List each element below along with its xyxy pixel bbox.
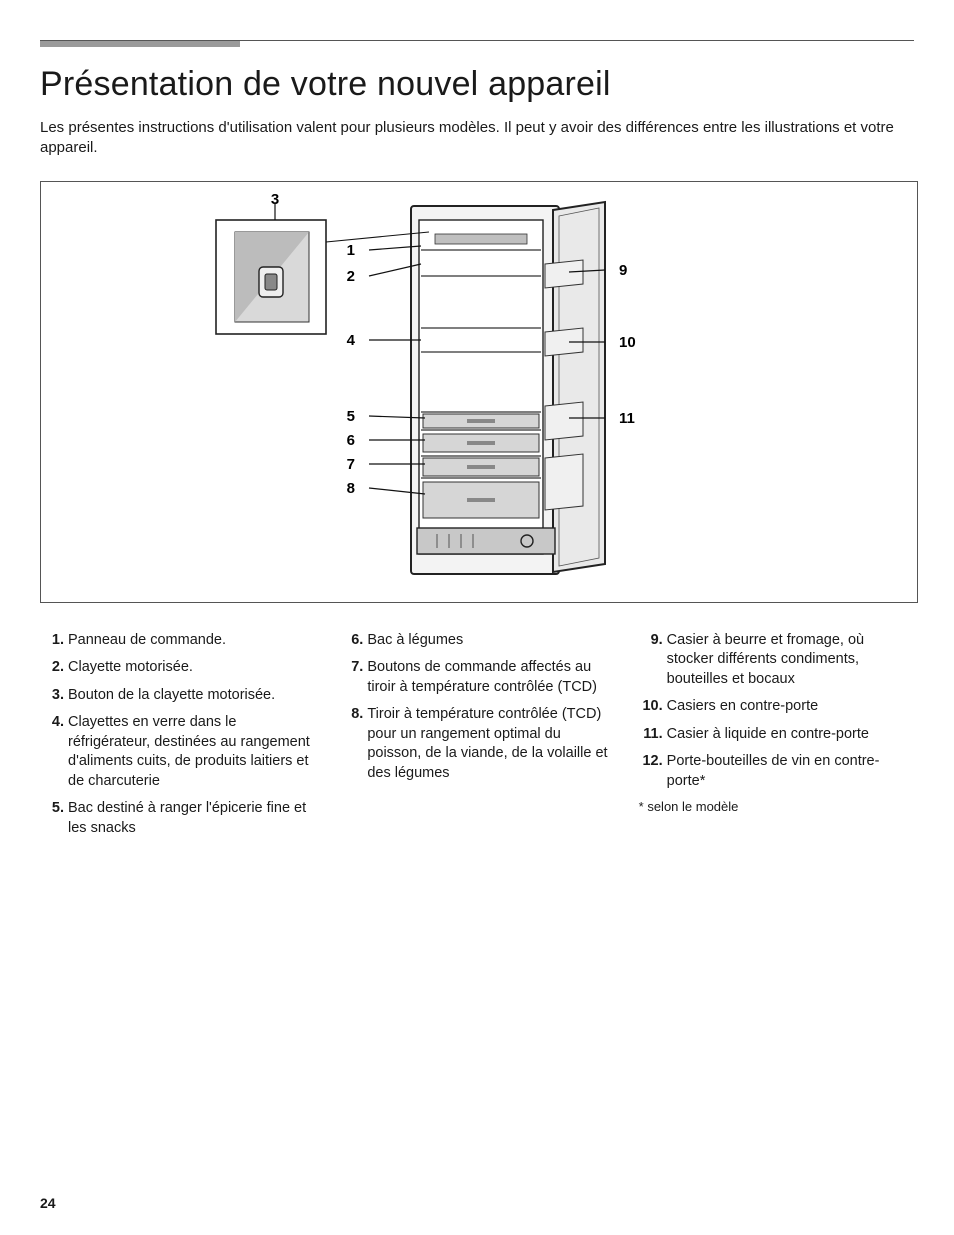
legend-item-number: 9. [639,631,663,651]
legend-col-2: 6.Bac à légumes7.Boutons de commande aff… [339,631,614,847]
legend-item: 8.Tiroir à température contrôlée (TCD) p… [339,705,614,783]
legend-item: 12.Porte-bouteilles de vin en contre-por… [639,752,914,791]
legend-item: 4.Clayettes en verre dans le réfrigérate… [40,713,315,791]
legend-item-number: 1. [40,631,64,651]
legend-item-number: 4. [40,713,64,733]
svg-text:6: 6 [347,432,355,449]
legend-item-text: Bac destiné à ranger l'épicerie fine et … [68,800,306,836]
legend-col-1: 1.Panneau de commande.2.Clayette motoris… [40,631,315,847]
legend-item: 1.Panneau de commande. [40,631,315,651]
legend-item-text: Clayettes en verre dans le réfrigérateur… [68,714,310,789]
svg-text:2: 2 [347,268,355,285]
legend-item: 10.Casiers en contre-porte [639,697,914,717]
legend-item-number: 8. [339,705,363,725]
legend-item: 5.Bac destiné à ranger l'épicerie fine e… [40,799,315,838]
svg-text:1: 1 [347,242,355,259]
legend-item-text: Porte-bouteilles de vin en contre-porte* [667,753,880,789]
legend-item-text: Panneau de commande. [68,632,226,648]
legend-item: 9.Casier à beurre et fromage, où stocker… [639,631,914,690]
legend-item: 11.Casier à liquide en contre-porte [639,725,914,745]
svg-text:4: 4 [347,332,356,349]
header-tab [40,41,240,47]
svg-text:11: 11 [619,410,635,427]
legend-item-number: 12. [639,752,663,772]
svg-text:8: 8 [347,480,355,497]
legend-item-text: Casier à liquide en contre-porte [667,726,869,742]
legend-item: 3.Bouton de la clayette motorisée. [40,686,315,706]
intro-paragraph: Les présentes instructions d'utilisation… [40,118,900,159]
legend-item-number: 3. [40,686,64,706]
svg-text:10: 10 [619,334,636,351]
page-title: Présentation de votre nouvel appareil [40,65,914,104]
legend-item-number: 7. [339,658,363,678]
legend-item-text: Casiers en contre-porte [667,698,819,714]
header-rule [40,40,914,47]
page-number: 24 [40,1195,56,1211]
legend-footnote: * selon le modèle [639,799,914,814]
legend-item: 6.Bac à légumes [339,631,614,651]
legend-columns: 1.Panneau de commande.2.Clayette motoris… [40,631,914,847]
legend-item-number: 5. [40,799,64,819]
svg-text:5: 5 [347,408,355,425]
legend-item: 7.Boutons de commande affectés au tiroir… [339,658,614,697]
svg-text:3: 3 [271,191,279,208]
legend-item-text: Tiroir à température contrôlée (TCD) pou… [367,706,607,781]
legend-item-text: Boutons de commande affectés au tiroir à… [367,659,597,695]
legend-item-number: 6. [339,631,363,651]
legend-item-number: 11. [639,725,663,745]
legend-item-number: 2. [40,658,64,678]
legend-item-text: Casier à beurre et fromage, où stocker d… [667,632,864,687]
legend-item-text: Bouton de la clayette motorisée. [68,687,275,703]
legend-item: 2.Clayette motorisée. [40,658,315,678]
appliance-diagram: 3 1 2 4 5 6 7 8 9 10 11 [40,181,918,603]
legend-col-3: 9.Casier à beurre et fromage, où stocker… [639,631,914,847]
svg-text:7: 7 [347,456,355,473]
legend-item-text: Bac à légumes [367,632,463,648]
legend-item-number: 10. [639,697,663,717]
legend-item-text: Clayette motorisée. [68,659,193,675]
svg-text:9: 9 [619,262,627,279]
